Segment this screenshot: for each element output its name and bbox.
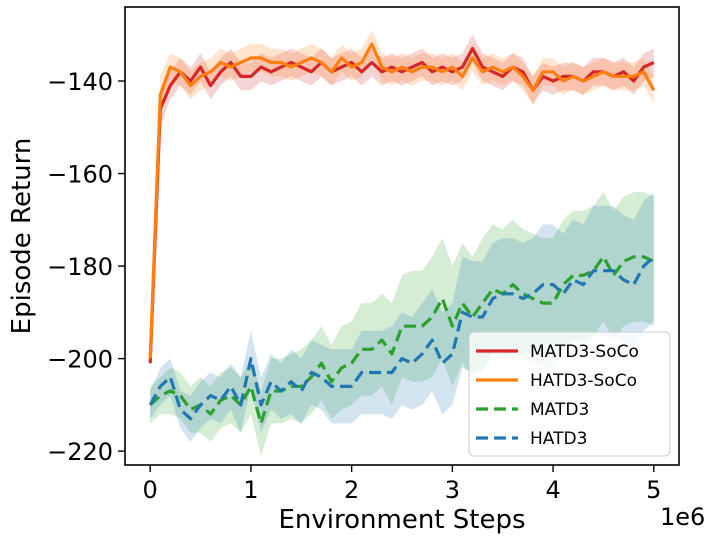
legend-box [468,331,671,457]
y-tick-label: −180 [47,253,113,281]
line-matd3 [149,255,655,425]
legend-label-hatd3: HATD3 [530,429,587,449]
legend-label-hatd3-soco: HATD3-SoCo [530,371,637,391]
x-axis: 0 1 2 3 4 5 [143,465,661,504]
x-tick-label: 1 [243,476,258,504]
plot-frame [124,6,680,466]
legend-label-matd3-soco: MATD3-SoCo [530,342,639,362]
band-hatd3-soco [150,30,654,373]
x-tick-label: 4 [545,476,560,504]
line-hatd3-soco [148,42,656,359]
x-axis-scale-label: 1e6 [660,503,705,531]
y-tick-label: −220 [47,438,113,466]
x-axis-label: Environment Steps [278,505,525,535]
y-axis: −220 −200 −180 −160 −140 [47,68,125,466]
y-tick-label: −200 [47,346,113,374]
legend-label-matd3: MATD3 [530,400,589,420]
x-tick-label: 0 [143,476,158,504]
x-tick-label: 5 [646,476,661,504]
series-lines [148,42,656,425]
line-hatd3 [148,255,655,421]
band-hatd3 [150,192,654,442]
x-tick-label: 2 [344,476,359,504]
y-tick-label: −160 [47,161,113,189]
y-axis-label: Episode Return [7,138,37,335]
legend: MATD3-SoCo HATD3-SoCo MATD3 HATD3 [468,331,671,457]
x-tick-label: 3 [445,476,460,504]
y-tick-label: −140 [47,68,113,96]
